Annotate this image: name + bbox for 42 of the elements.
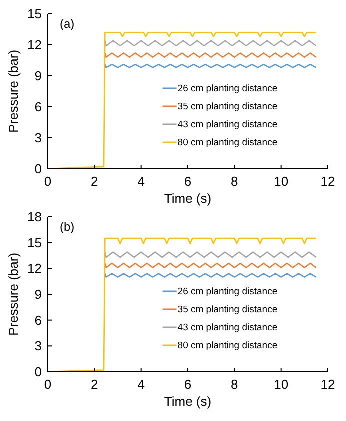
- y-tick-label: 6: [34, 312, 42, 328]
- x-tick-label: 4: [138, 174, 145, 189]
- legend-label: 43 cm planting distance: [178, 120, 278, 131]
- x-tick-label: 10: [274, 377, 289, 392]
- legend-label: 26 cm planting distance: [178, 84, 278, 95]
- y-tick-label: 6: [34, 100, 42, 115]
- y-axis-title: Pressure (bar): [6, 252, 21, 336]
- y-tick-label: 18: [28, 210, 42, 225]
- x-tick-label: 2: [91, 174, 98, 189]
- x-tick-label: 8: [231, 377, 238, 392]
- legend-label: 43 cm planting distance: [178, 322, 278, 334]
- legend-label: 35 cm planting distance: [178, 102, 278, 113]
- x-tick-label: 12: [320, 377, 336, 392]
- legend-label: 80 cm planting distance: [178, 138, 278, 149]
- y-tick-label: 15: [28, 235, 42, 250]
- y-tick-label: 0: [34, 162, 42, 177]
- annotation: (b): [60, 220, 75, 234]
- y-tick-label: 3: [34, 338, 42, 354]
- y-tick-label: 15: [28, 6, 42, 22]
- x-tick-label: 2: [91, 377, 98, 392]
- legend-label: 35 cm planting distance: [178, 304, 278, 316]
- x-tick-label: 6: [184, 174, 192, 189]
- y-axis-title: Pressure (bar): [6, 50, 21, 134]
- x-tick-label: 4: [138, 377, 145, 392]
- y-tick-label: 3: [34, 130, 42, 146]
- legend-label: 80 cm planting distance: [178, 340, 278, 352]
- x-tick-label: 12: [320, 174, 336, 189]
- y-tick-label: 12: [28, 38, 42, 53]
- annotation: (a): [60, 17, 75, 31]
- x-tick-label: 0: [44, 377, 52, 392]
- x-axis-title: Time (s): [164, 394, 212, 409]
- x-tick-label: 0: [44, 174, 52, 189]
- x-tick-label: 6: [184, 377, 192, 392]
- x-tick-label: 8: [231, 174, 238, 189]
- line-series: [47, 32, 317, 170]
- y-tick-label: 9: [34, 68, 42, 84]
- y-tick-label: 12: [28, 261, 42, 276]
- x-axis-title: Time (s): [164, 191, 212, 206]
- y-tick-label: 9: [34, 287, 42, 302]
- legend-label: 26 cm planting distance: [178, 286, 278, 298]
- y-tick-label: 0: [34, 364, 42, 380]
- x-tick-label: 10: [274, 174, 289, 189]
